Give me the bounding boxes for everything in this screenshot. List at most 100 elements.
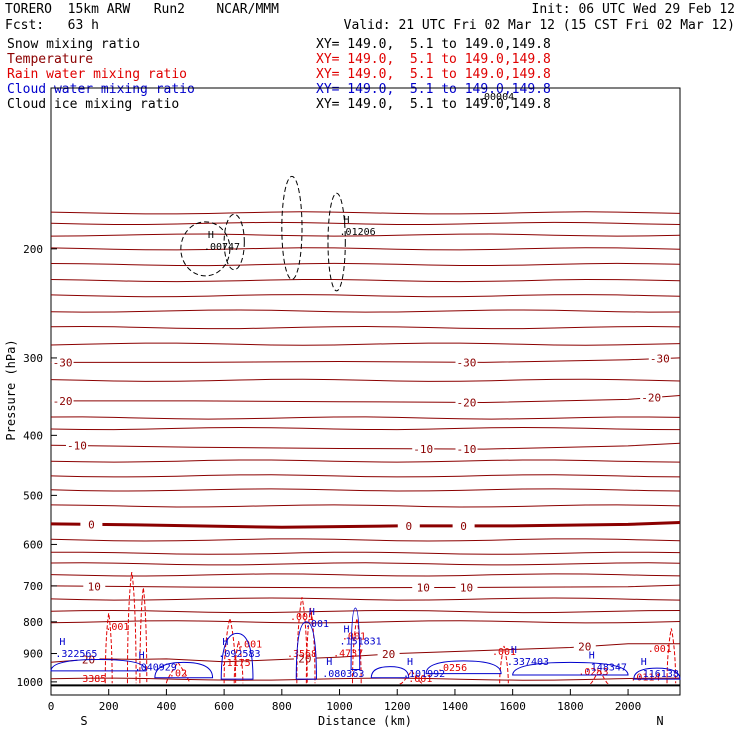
y-tick-label: 600 [23,538,43,551]
cloud-water-max-label: .337403 [507,657,549,668]
label-background [83,580,106,593]
y-tick-label: 400 [23,429,43,442]
rain-label: .3568 [287,649,317,660]
x-tick-label: 600 [214,700,234,713]
label-background [573,640,596,653]
label-background [412,581,435,594]
cloud-water-contours: H.322565 H.040929H.092583H.080363H.151831… [50,607,681,680]
ice-max-label: .01206 [340,227,376,238]
rain-label: 3385 [82,674,106,685]
temperature-label: 10 [88,580,101,593]
ice-high-marker: H [344,215,350,226]
field-name-cloud-ice: Cloud ice mixing ratio [7,97,180,112]
rain-contours: .001.001.001.001.001.001.001.02.0256.025… [82,572,677,685]
label-background [293,652,316,665]
temperature-isotherm-labeled [51,395,681,404]
temperature-isotherm [50,262,681,267]
ice-contour [180,221,231,277]
temperature-label: 0 [460,520,467,533]
temperature-isotherm [50,211,681,215]
axes: 0 200 400 600 800 1000 1200 1400 1600 1800 2000200… [17,243,680,713]
x-tick-label: 1000 [326,700,353,713]
field-xy-temperature: XY= 149.0, 5.1 to 149.0,149.8 [316,52,551,67]
cloud-water-contour [220,632,254,680]
cloud-water-max-label: .322565 [55,649,97,660]
temperature-isotherm [50,325,681,330]
field-xy-rain: XY= 149.0, 5.1 to 149.0,149.8 [316,67,551,82]
temperature-label: -20 [53,395,73,408]
temperature-isotherm [50,294,681,298]
rain-label: .0114 [630,673,660,684]
cloud-water-max-label: .092583 [218,649,260,660]
rain-label: .02 [169,668,187,679]
header-init: Init: 06 UTC Wed 29 Feb 12 [531,2,736,17]
temperature-isotherm-labeled [50,584,681,589]
cloud-high-marker: H [344,624,350,635]
temperature-isotherm [50,459,681,463]
cloud-high-marker: H [589,650,595,661]
y-axis-title: Pressure (hPa) [4,339,18,440]
x-tick-label: 1400 [442,700,469,713]
header-valid: Valid: 21 UTC Fri 02 Mar 12 (15 CST Fri … [343,18,735,33]
rain-contour [499,645,509,684]
rain-label: .001 [342,632,366,643]
cloud-water-contour [295,621,317,680]
rain-contour [233,641,244,684]
y-tick-label: 1000 [17,676,44,689]
temperature-isotherm [50,426,681,431]
label-background [51,394,74,407]
label-background [648,352,671,365]
field-name-rain: Rain water mixing ratio [7,67,188,82]
temperature-label: -10 [457,443,477,456]
rain-label: .001 [408,674,432,685]
temperature-contours: -30 -30 -30 -20 -20 -20 -10 -10 -10 0 0 0 10 10 10 20 20… [50,211,681,681]
temperature-isotherm [50,221,681,225]
temperature-isotherm-labeled [50,521,681,529]
rain-label: .1175 [221,658,251,669]
temperature-label: -20 [641,392,661,405]
rain-contour [352,618,362,684]
cloud-water-max-label: .101992 [403,669,445,680]
rain-label: .4737 [333,648,363,659]
rain-contour [139,587,148,684]
temperature-isotherm [50,562,681,566]
cloud-water-contour [350,607,361,670]
header-model: TORERO 15km ARW Run2 NCAR/MMM [5,2,279,17]
temperature-isotherm [50,247,681,251]
rain-contour [305,607,316,684]
label-background [455,581,478,594]
label-background [397,519,420,532]
cloud-water-max-label: .116138 [637,669,679,680]
cloud-high-marker: H [641,657,647,668]
cloud-high-marker: H [222,637,228,648]
cloud-high-marker: H [139,650,145,661]
x-axis-title: Distance (km) [318,714,412,728]
x-tick-label: 200 [99,700,119,713]
temperature-label: 20 [578,641,591,654]
cloud-water-contour [154,661,214,679]
cloud-high-marker: H [326,657,332,668]
label-background [65,439,88,452]
temperature-isotherm [50,597,681,601]
end-label-right: N [656,714,663,728]
cloud-water-contour [370,666,410,679]
label-background [80,518,103,531]
y-tick-label: 800 [23,616,43,629]
temperature-label: 10 [417,582,430,595]
temperature-isotherm [50,474,681,478]
label-background [640,391,663,404]
x-tick-label: 1800 [557,700,584,713]
label-background [455,396,478,409]
temperature-isotherm-labeled [50,442,681,450]
rain-contour [296,597,308,684]
rain-label: .001 [492,647,516,658]
label-background [377,648,400,661]
rain-contour [590,668,609,684]
temperature-isotherm [50,278,681,283]
cloud-water-max-label: .151831 [340,636,382,647]
rain-label: .001 [648,644,672,655]
rain-contour [399,670,424,685]
rain-label: .001 [105,622,129,633]
temperature-label: 0 [405,520,412,533]
x-tick-label: 2000 [615,700,642,713]
